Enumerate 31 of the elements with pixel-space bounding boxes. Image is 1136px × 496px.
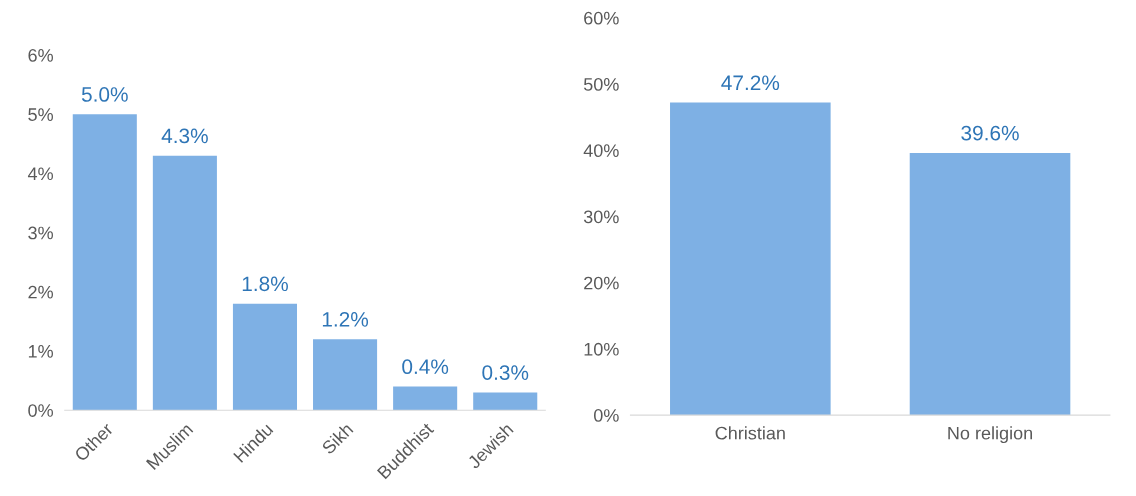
bar xyxy=(473,392,538,411)
x-tick-label: Christian xyxy=(715,426,785,440)
y-tick-label: 6% xyxy=(28,48,53,62)
y-tick-label: 3% xyxy=(28,226,53,240)
bar xyxy=(152,155,217,411)
data-label: 5.0% xyxy=(81,87,128,102)
y-tick-label: 60% xyxy=(584,11,619,25)
x-tick-label: No religion xyxy=(948,426,1033,444)
y-tick-label: 40% xyxy=(583,144,619,158)
data-label: 0.4% xyxy=(402,359,449,375)
y-tick-label: 1% xyxy=(28,345,53,358)
data-label: 4.3% xyxy=(161,128,208,144)
bar xyxy=(72,114,137,411)
y-tick-label: 4% xyxy=(27,167,53,181)
bar xyxy=(232,303,298,411)
x-tick-label: Sikh xyxy=(320,422,354,455)
data-label: 47.2% xyxy=(721,75,780,91)
data-label: 39.6% xyxy=(961,125,1019,141)
data-label: 1.2% xyxy=(322,311,369,327)
y-tick-label: 30% xyxy=(583,210,619,224)
y-tick-label: 0% xyxy=(593,409,619,422)
y-tick-label: 5% xyxy=(28,108,53,121)
y-tick-label: 2% xyxy=(28,285,53,299)
y-tick-label: 10% xyxy=(584,342,619,356)
y-tick-label: 20% xyxy=(584,276,619,290)
bar xyxy=(313,339,378,411)
data-label: 0.3% xyxy=(482,365,529,380)
y-tick-label: 50% xyxy=(583,78,619,91)
data-label: 1.8% xyxy=(242,276,288,292)
bar xyxy=(393,386,458,411)
y-tick-label: 0% xyxy=(28,404,53,417)
